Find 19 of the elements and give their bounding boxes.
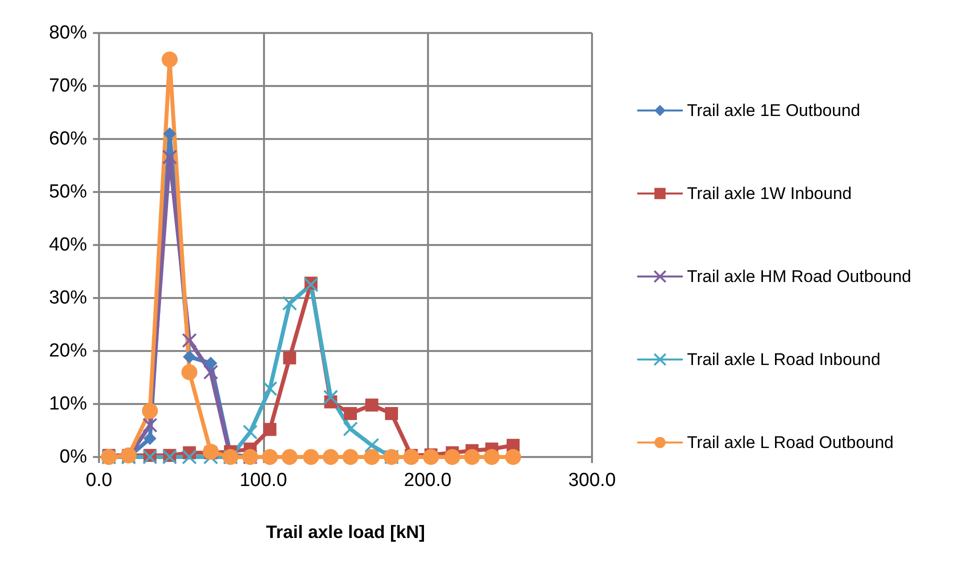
x-tick-label: 100.0 [240, 470, 288, 491]
legend-label: Trail axle L Road Inbound [687, 350, 880, 369]
y-tick-label: 60% [48, 128, 88, 150]
y-tick-label: 0% [60, 446, 88, 468]
legend-label: Trail axle L Road Outbound [687, 433, 894, 452]
y-tick-label: 80% [48, 22, 88, 44]
legend-label: Trail axle HM Road Outbound [687, 267, 912, 286]
x-tick-label: 200.0 [404, 470, 452, 491]
y-tick-label: 20% [48, 340, 88, 362]
y-tick-label: 10% [48, 394, 88, 414]
y-tick-label: 70% [48, 76, 88, 96]
legend-label: Trail axle 1W Inbound [687, 184, 852, 203]
y-tick-label: 50% [48, 182, 88, 202]
y-tick-label: 40% [48, 234, 88, 256]
y-tick-label: 30% [48, 288, 88, 308]
x-tick-label: 0.0 [86, 470, 112, 491]
x-axis-title: Trail axle load [kN] [266, 522, 426, 542]
legend-label: Trail axle 1E Outbound [687, 101, 860, 120]
x-tick-label: 300.0 [568, 470, 616, 491]
